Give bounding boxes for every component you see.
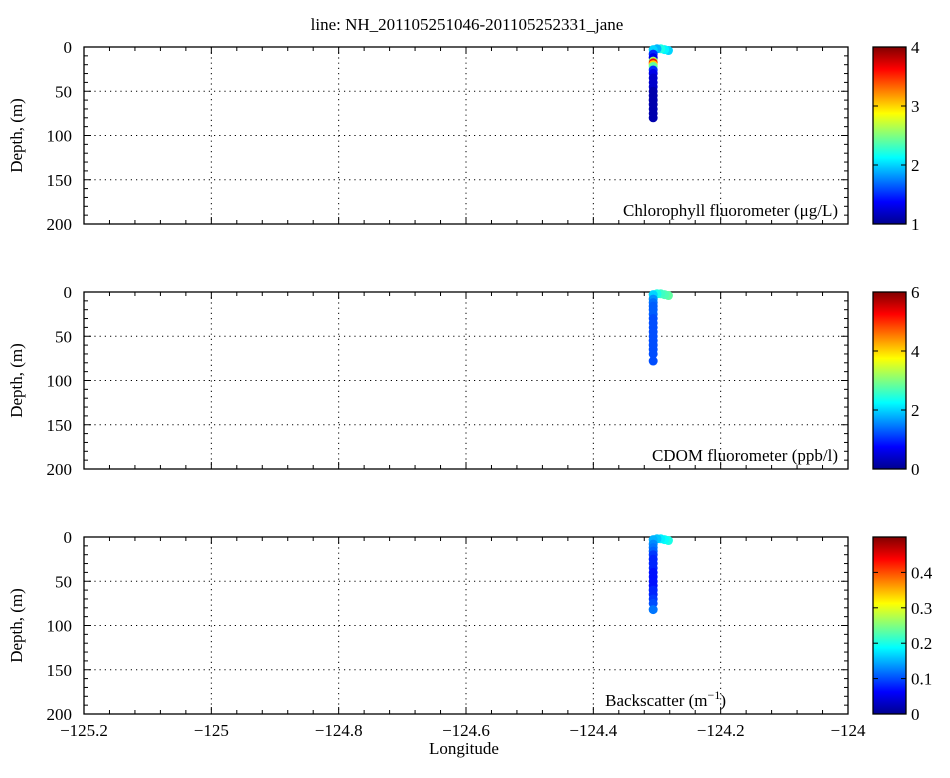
colorbar-tick-label: 0.4 [911,563,933,582]
colorbar-tick-label: 4 [911,38,920,57]
y-tick-label: 50 [55,327,72,346]
panel-annotation: Backscatter (m−1) [605,688,726,710]
y-tick-label: 200 [47,705,73,724]
x-tick-label: −124 [830,721,866,740]
colorbar-tick-label: 3 [911,97,920,116]
data-point [648,356,658,366]
y-tick-label: 0 [64,283,73,302]
data-points [648,534,673,615]
colorbar-tick-label: 0 [911,460,920,479]
x-tick-label: −124.6 [442,721,490,740]
colorbar-tick-label: 0 [911,705,920,724]
panel-chlorophyll: 0 50 100 150 200 Depth, (m) Chlorophyll fluoro… [7,38,920,234]
y-tick-label: 150 [47,171,73,190]
colorbar-frame [872,291,907,470]
panel-backscatter: 0 50 100 150 200 Depth, (m) −125.2 −125 −124.8 −1… [7,528,933,758]
annotation-superscript: −1 [708,688,721,702]
data-point [648,605,658,615]
figure-title: line: NH_201105251046-201105252331_jane [311,15,624,34]
annotation-text: Backscatter (m [605,691,707,710]
panel-annotation: Chlorophyll fluorometer (μg/L) [623,201,838,220]
colorbar-tick-label: 0.2 [911,634,932,653]
x-tick-label: −125 [194,721,229,740]
y-axis-label: Depth, (m) [7,98,26,173]
colorbar-tick-label: 4 [911,342,920,361]
y-axis-label: Depth, (m) [7,588,26,663]
data-points [648,289,673,366]
data-points [648,44,673,123]
x-tick-label: −124.8 [315,721,363,740]
y-tick-label: 100 [47,127,73,146]
colorbar-tick-label: 0.3 [911,599,932,618]
colorbar-tick-label: 6 [911,283,920,302]
y-tick-label: 150 [47,661,73,680]
panel-cdom: 0 50 100 150 200 Depth, (m) CDOM fluorometer (… [7,283,920,479]
colorbar-frame [872,46,907,225]
data-point [648,113,658,123]
data-point [648,598,658,608]
colorbar [873,292,906,469]
colorbar-frame [872,536,907,715]
colorbar-tick-label: 1 [911,215,920,234]
y-tick-label: 0 [64,38,73,57]
x-tick-label: −124.2 [697,721,745,740]
y-axis-label: Depth, (m) [7,343,26,418]
y-tick-label: 200 [47,460,73,479]
y-tick-label: 50 [55,572,72,591]
x-tick-label: −124.4 [569,721,617,740]
colorbar-tick-label: 0.1 [911,670,932,689]
x-tick-label: −125.2 [60,721,108,740]
colorbar [873,47,906,224]
y-tick-label: 150 [47,416,73,435]
data-point [648,349,658,359]
y-tick-label: 50 [55,82,72,101]
colorbar-tick-label: 2 [911,156,920,175]
annotation-text: ) [720,691,726,710]
colorbar-tick-label: 2 [911,401,920,420]
y-tick-label: 200 [47,215,73,234]
y-tick-label: 100 [47,617,73,636]
y-tick-label: 100 [47,372,73,391]
colorbar [873,537,906,714]
x-axis-label: Longitude [429,739,499,758]
panel-annotation: CDOM fluorometer (ppb/l) [652,446,838,465]
y-tick-label: 0 [64,528,73,547]
